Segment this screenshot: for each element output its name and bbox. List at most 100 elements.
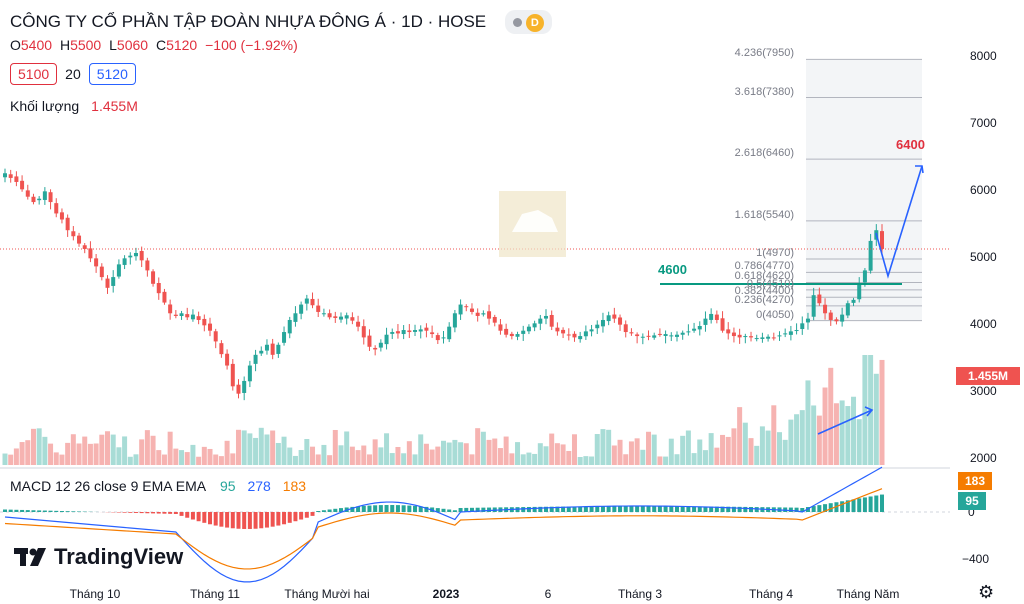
candle[interactable]	[37, 198, 42, 201]
candle[interactable]	[589, 329, 594, 332]
candle[interactable]	[652, 335, 657, 338]
candle[interactable]	[788, 331, 793, 335]
candle[interactable]	[333, 316, 338, 318]
candle[interactable]	[128, 255, 133, 258]
candle[interactable]	[544, 315, 549, 319]
candle[interactable]	[532, 323, 537, 328]
candle[interactable]	[834, 319, 839, 322]
candle[interactable]	[264, 344, 269, 351]
candle[interactable]	[521, 330, 526, 334]
candle[interactable]	[862, 270, 867, 283]
candle[interactable]	[640, 336, 645, 338]
candle[interactable]	[629, 332, 634, 334]
candle[interactable]	[236, 384, 241, 394]
candle[interactable]	[612, 314, 617, 319]
candle[interactable]	[771, 337, 776, 339]
candle[interactable]	[88, 248, 93, 259]
candle[interactable]	[116, 264, 121, 277]
candle[interactable]	[669, 335, 674, 337]
candle[interactable]	[515, 334, 520, 337]
candle[interactable]	[356, 321, 361, 327]
candle[interactable]	[857, 283, 862, 300]
candle[interactable]	[646, 335, 651, 337]
indicator-value-box-1[interactable]: 5100	[10, 63, 58, 85]
forecast-arrow[interactable]	[875, 165, 923, 279]
candle[interactable]	[373, 347, 378, 350]
candle[interactable]	[168, 304, 173, 314]
candle[interactable]	[743, 336, 748, 338]
candle[interactable]	[794, 330, 799, 332]
candle[interactable]	[697, 326, 702, 330]
candle[interactable]	[3, 173, 7, 178]
candle[interactable]	[498, 324, 503, 331]
candle[interactable]	[692, 328, 697, 331]
candle[interactable]	[823, 304, 828, 314]
candle[interactable]	[868, 240, 873, 271]
candle[interactable]	[845, 303, 850, 316]
candle[interactable]	[657, 333, 662, 335]
candle[interactable]	[481, 313, 486, 315]
candle[interactable]	[111, 277, 116, 286]
candle[interactable]	[77, 235, 82, 244]
candle[interactable]	[623, 324, 628, 333]
candle[interactable]	[299, 304, 304, 314]
candle[interactable]	[213, 331, 218, 342]
candle[interactable]	[338, 316, 343, 320]
candle[interactable]	[504, 328, 509, 335]
candle[interactable]	[185, 314, 190, 318]
candle[interactable]	[105, 278, 110, 288]
candle[interactable]	[133, 252, 138, 257]
candle[interactable]	[14, 176, 19, 182]
candle[interactable]	[805, 318, 810, 323]
candle[interactable]	[578, 336, 583, 340]
candle[interactable]	[390, 332, 395, 334]
candle[interactable]	[8, 174, 13, 178]
candle[interactable]	[555, 327, 560, 332]
candle[interactable]	[151, 271, 156, 284]
candle[interactable]	[173, 314, 178, 316]
candle[interactable]	[384, 334, 389, 345]
candle[interactable]	[344, 315, 349, 319]
candle[interactable]	[139, 251, 144, 261]
settings-icon[interactable]: ⚙	[978, 582, 995, 602]
candle[interactable]	[635, 334, 640, 337]
candle[interactable]	[566, 334, 571, 336]
candle[interactable]	[817, 294, 822, 304]
candle[interactable]	[487, 311, 492, 319]
candle[interactable]	[407, 330, 412, 333]
candle[interactable]	[316, 305, 321, 312]
candle[interactable]	[293, 313, 298, 322]
candle[interactable]	[583, 331, 588, 337]
candle[interactable]	[703, 318, 708, 325]
candle[interactable]	[310, 298, 315, 306]
candle[interactable]	[731, 332, 736, 337]
candle[interactable]	[401, 330, 406, 335]
candle[interactable]	[828, 312, 833, 320]
candle[interactable]	[606, 315, 611, 322]
candle[interactable]	[526, 326, 531, 332]
candle[interactable]	[492, 316, 497, 323]
candle[interactable]	[754, 338, 759, 340]
candle[interactable]	[145, 260, 150, 271]
candle[interactable]	[538, 318, 543, 324]
candle[interactable]	[549, 314, 554, 327]
candle[interactable]	[378, 342, 383, 348]
candle[interactable]	[202, 318, 207, 326]
candle[interactable]	[208, 323, 213, 331]
candle[interactable]	[242, 380, 247, 393]
candle[interactable]	[447, 326, 452, 340]
candle[interactable]	[674, 334, 679, 337]
candle[interactable]	[880, 231, 884, 249]
candle[interactable]	[259, 350, 264, 354]
candle[interactable]	[737, 334, 742, 338]
candle[interactable]	[800, 323, 805, 330]
candle[interactable]	[253, 354, 258, 364]
candle[interactable]	[418, 329, 423, 332]
candle[interactable]	[287, 319, 292, 334]
candle[interactable]	[766, 336, 771, 339]
candle[interactable]	[458, 304, 463, 315]
candle[interactable]	[709, 313, 714, 320]
candle[interactable]	[304, 298, 309, 304]
candle[interactable]	[162, 291, 167, 303]
